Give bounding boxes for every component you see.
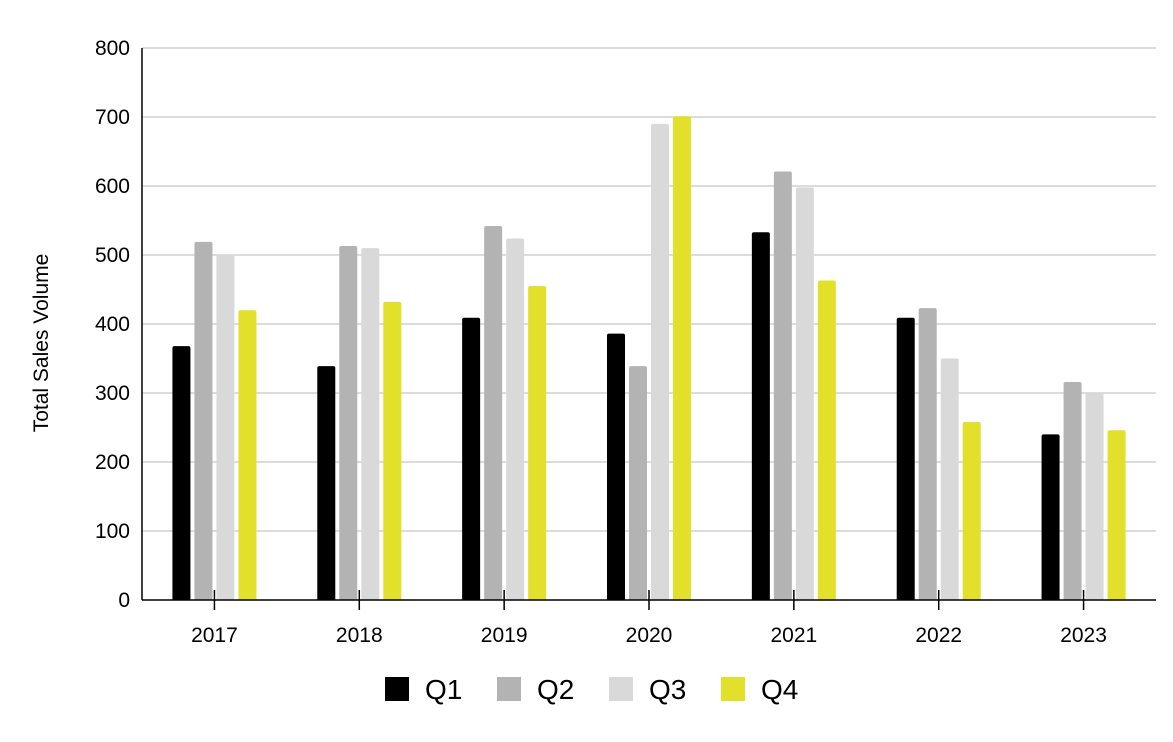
bar-2018-Q3: [361, 248, 380, 600]
bar-2020-Q3: [651, 123, 669, 601]
bars: [172, 116, 1126, 601]
bar-2019-Q4: [528, 286, 547, 600]
y-tick-label: 300: [95, 382, 130, 405]
y-tick-label: 700: [95, 106, 130, 129]
y-tick-label: 600: [95, 175, 130, 198]
y-axis-title: Total Sales Volume: [30, 254, 53, 433]
x-tick-label: 2020: [626, 624, 673, 647]
bar-2017-Q4: [238, 310, 257, 600]
x-tick-label: 2017: [191, 624, 238, 647]
bar-2018-Q4: [383, 301, 402, 600]
bar-2022-Q1: [896, 317, 915, 600]
x-tick-label: 2021: [770, 624, 817, 647]
x-tick-label: 2023: [1060, 624, 1107, 647]
bar-2019-Q3: [506, 238, 525, 600]
legend-swatch-Q3: [609, 677, 633, 701]
y-tick-label: 100: [95, 520, 130, 543]
legend-label-Q4: Q4: [761, 674, 798, 705]
bar-2023-Q1: [1041, 434, 1060, 600]
y-tick-label: 800: [95, 37, 130, 60]
bar-2020-Q4: [673, 116, 691, 600]
bar-2022-Q4: [962, 421, 981, 600]
gridlines: [142, 47, 1156, 532]
bar-2022-Q2: [918, 308, 937, 600]
x-tick-label: 2018: [336, 624, 383, 647]
bar-2018-Q2: [339, 246, 358, 600]
bar-2022-Q3: [940, 358, 959, 600]
bar-2020-Q1: [607, 333, 625, 600]
bar-2021-Q1: [751, 232, 770, 601]
legend-label-Q2: Q2: [537, 674, 574, 705]
bar-2023-Q4: [1107, 430, 1126, 600]
legend-label-Q3: Q3: [649, 674, 686, 705]
y-tick-labels: 0 100 200 300 400 500 600 700 800: [95, 37, 130, 612]
x-tick-label: 2019: [481, 624, 528, 647]
axes: [141, 48, 1156, 610]
legend-label-Q1: Q1: [425, 674, 462, 705]
bar-2023-Q2: [1063, 381, 1082, 600]
bar-2017-Q1: [172, 346, 191, 600]
x-tick-labels: 2017 2018 2019 2020 2021 2022 2023: [191, 624, 1107, 647]
bar-2020-Q2: [629, 366, 647, 600]
y-tick-label: 0: [118, 589, 130, 612]
legend: Q1 Q2 Q3 Q4: [385, 674, 798, 705]
bar-2021-Q2: [773, 171, 792, 600]
y-tick-label: 400: [95, 313, 130, 336]
x-tick-label: 2022: [915, 624, 962, 647]
bar-2021-Q3: [795, 187, 814, 600]
bar-2018-Q1: [317, 366, 336, 600]
bar-2019-Q2: [484, 226, 503, 600]
y-tick-label: 500: [95, 244, 130, 267]
bar-2019-Q1: [462, 317, 481, 600]
legend-swatch-Q4: [721, 677, 745, 701]
bar-2023-Q3: [1085, 393, 1104, 600]
bar-2021-Q4: [817, 280, 836, 600]
y-tick-label: 200: [95, 451, 130, 474]
legend-swatch-Q2: [497, 677, 521, 701]
bar-2017-Q3: [216, 254, 235, 600]
legend-swatch-Q1: [385, 677, 409, 701]
bar-2017-Q2: [194, 241, 213, 600]
